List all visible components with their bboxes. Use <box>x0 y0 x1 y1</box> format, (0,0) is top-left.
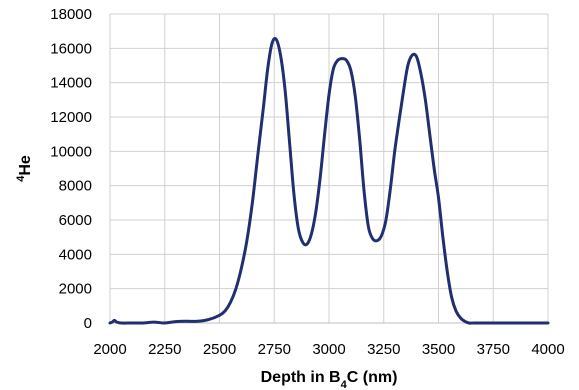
data-series <box>108 37 550 325</box>
y-tick-label-1: 2000 <box>59 281 92 298</box>
y-tick-label-9: 18000 <box>50 6 92 23</box>
x-tick-label-8: 4000 <box>531 341 564 358</box>
tick-labels: 2000 2250 2500 2750 3000 3250 3500 3750 40000200… <box>50 6 564 358</box>
x-tick-label-3: 2750 <box>258 341 291 358</box>
x-axis-label-main: Depth in B <box>261 369 341 386</box>
y-tick-label-7: 14000 <box>50 75 92 92</box>
y-tick-label-0: 0 <box>84 315 92 332</box>
x-tick-label-5: 3250 <box>367 341 400 358</box>
x-tick-label-4: 3000 <box>312 341 345 358</box>
y-tick-label-5: 10000 <box>50 143 92 160</box>
y-axis-label-superscript: 4 <box>15 175 27 182</box>
x-tick-label-2: 2500 <box>203 341 236 358</box>
x-axis-label: Depth in B4C (nm) <box>261 369 398 390</box>
x-tick-label-6: 3500 <box>422 341 455 358</box>
y-tick-label-6: 12000 <box>50 109 92 126</box>
y-axis-label: 4He <box>15 155 34 182</box>
y-axis-label-main: He <box>17 155 34 176</box>
y-tick-label-8: 16000 <box>50 40 92 57</box>
y-tick-label-3: 6000 <box>59 212 92 229</box>
y-tick-label-2: 4000 <box>59 246 92 263</box>
gridlines <box>109 13 549 324</box>
x-tick-label-7: 3750 <box>477 341 510 358</box>
x-tick-label-1: 2250 <box>148 341 181 358</box>
series-line-0 <box>108 37 550 325</box>
x-axis-label-subscript: 4 <box>341 379 348 390</box>
y-tick-label-4: 8000 <box>59 178 92 195</box>
x-tick-label-0: 2000 <box>93 341 126 358</box>
x-axis-label-suffix: C (nm) <box>347 369 398 386</box>
